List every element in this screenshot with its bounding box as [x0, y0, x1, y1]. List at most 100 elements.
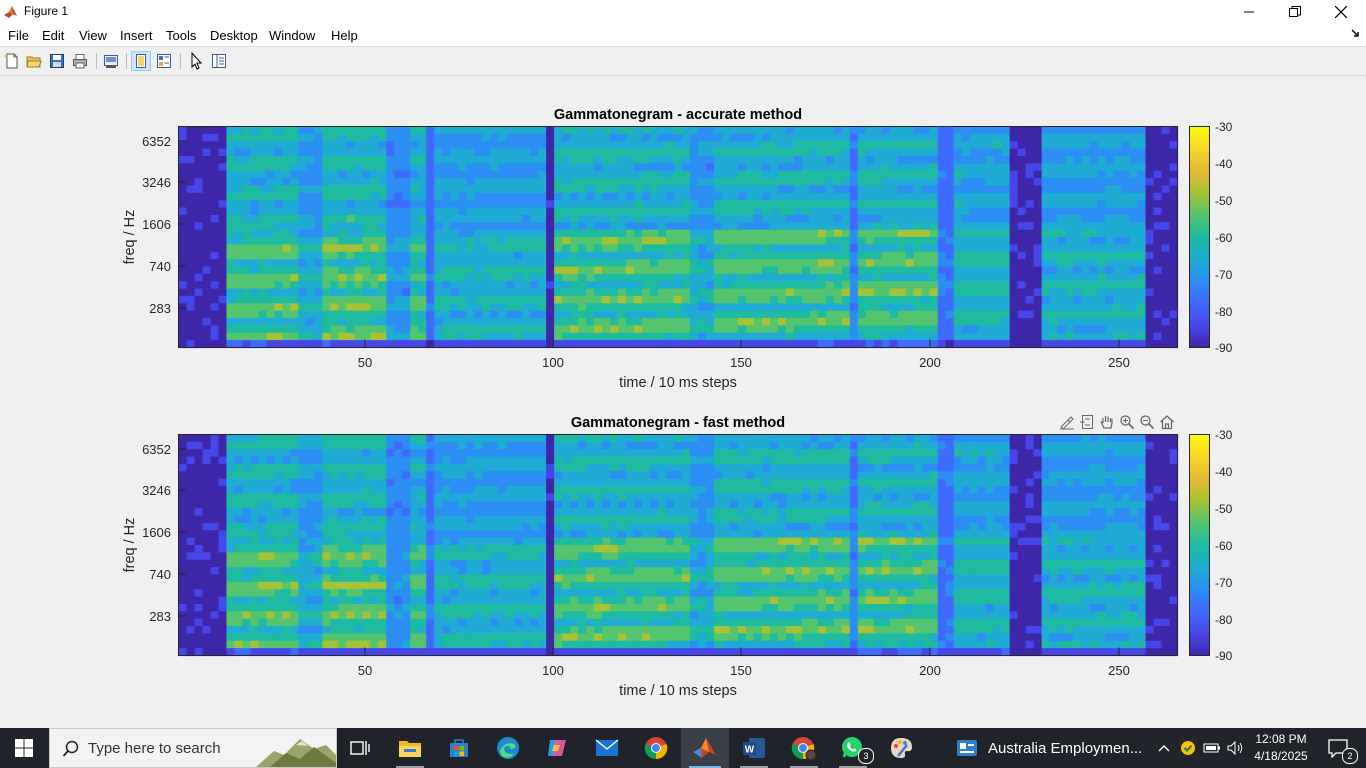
cb1-tick-6: -90	[1215, 341, 1233, 355]
pointer-button[interactable]	[186, 51, 206, 71]
system-clock[interactable]: 12:08 PM 4/18/2025	[1248, 731, 1314, 765]
paint-button[interactable]	[878, 728, 926, 768]
link-plot-button[interactable]	[101, 51, 121, 71]
cb2-tick-2: -50	[1215, 502, 1233, 516]
minimize-icon	[1244, 11, 1254, 13]
task-view-button[interactable]	[336, 728, 384, 768]
brush-button[interactable]	[1058, 413, 1076, 431]
cb1-tick-0: -30	[1215, 120, 1233, 134]
edge-button[interactable]	[484, 728, 532, 768]
figure-canvas: Gammatonegram - accurate method 6352 324…	[0, 76, 1366, 725]
save-figure-button[interactable]	[47, 51, 67, 71]
start-button[interactable]	[0, 728, 48, 768]
cb2-tick-1: -40	[1215, 465, 1233, 479]
open-file-button[interactable]	[24, 51, 44, 71]
action-center-button[interactable]: 2	[1316, 728, 1360, 768]
ytick-3246: 3246	[142, 483, 171, 498]
hide-plot-tools-icon	[136, 54, 146, 68]
microsoft-store-button[interactable]	[435, 728, 483, 768]
zoom-out-icon	[1140, 415, 1155, 430]
matlab-icon	[693, 738, 716, 758]
cb2-tick-6: -90	[1215, 649, 1233, 663]
whatsapp-badge: 3	[858, 748, 874, 764]
spectrogram-fast	[178, 434, 1179, 657]
xtick-50: 50	[358, 355, 372, 370]
new-figure-button[interactable]	[2, 51, 22, 71]
axes-2-ylabel: freq / Hz	[122, 518, 138, 573]
axes-accurate: Gammatonegram - accurate method 6352 324…	[122, 107, 1233, 391]
menu-insert[interactable]: Insert	[120, 28, 153, 43]
property-inspector-button[interactable]	[209, 51, 229, 71]
menu-view[interactable]: View	[79, 28, 107, 43]
window-title: Figure 1	[24, 4, 69, 18]
axes-toolbar	[1058, 413, 1176, 431]
chrome-profile-button[interactable]	[780, 728, 828, 768]
restore-view-button[interactable]	[1158, 413, 1176, 431]
spectrogram-accurate	[178, 126, 1179, 349]
taskbar-search-box[interactable]: Type here to search	[49, 728, 337, 768]
print-figure-button[interactable]	[70, 51, 90, 71]
axes-1-box	[178, 126, 1178, 348]
show-hidden-icons-button[interactable]	[1153, 728, 1175, 768]
search-placeholder: Type here to search	[88, 740, 221, 757]
brush-icon	[1060, 416, 1074, 430]
tray-app-button[interactable]	[1177, 728, 1199, 768]
chrome-button[interactable]	[632, 728, 680, 768]
data-tips-button[interactable]	[1078, 413, 1096, 431]
pan-icon	[1100, 416, 1113, 429]
ytick-740: 740	[149, 567, 171, 582]
new-figure-icon	[4, 53, 18, 69]
minimize-button[interactable]	[1226, 0, 1272, 24]
whatsapp-icon	[842, 737, 862, 758]
pan-button[interactable]	[1098, 413, 1116, 431]
battery-button[interactable]	[1201, 728, 1223, 768]
menu-help[interactable]: Help	[331, 28, 358, 43]
show-plot-tools-button[interactable]	[154, 51, 174, 71]
cb2-tick-4: -70	[1215, 576, 1233, 590]
menu-edit[interactable]: Edit	[42, 28, 65, 43]
axes-1-ylabel: freq / Hz	[122, 210, 138, 265]
word-button[interactable]: W	[730, 728, 778, 768]
cb1-tick-5: -80	[1215, 305, 1233, 319]
hide-plot-tools-button[interactable]	[131, 51, 151, 71]
notification-badge: 2	[1342, 748, 1358, 764]
ytick-740: 740	[149, 259, 171, 274]
close-button[interactable]	[1318, 0, 1364, 24]
menu-window[interactable]: Window	[269, 28, 316, 43]
print-figure-icon	[73, 54, 87, 69]
cb2-tick-5: -80	[1215, 613, 1233, 627]
search-icon	[62, 740, 79, 757]
xtick-250: 250	[1108, 355, 1130, 370]
whatsapp-button[interactable]: 3	[829, 728, 877, 768]
pinned-window-title: Australia Employmen...	[988, 739, 1143, 757]
axes-2-xlabel: time / 10 ms steps	[619, 683, 737, 699]
colorbar-1	[1189, 126, 1210, 348]
file-explorer-button[interactable]	[386, 728, 434, 768]
restore-icon	[1289, 6, 1301, 17]
clock-date: 4/18/2025	[1254, 749, 1308, 763]
restore-button[interactable]	[1272, 0, 1318, 24]
task-view-icon	[350, 741, 370, 755]
volume-button[interactable]	[1225, 728, 1247, 768]
menu-desktop[interactable]: Desktop	[210, 28, 258, 43]
chrome-profile-icon	[791, 737, 817, 760]
menu-bar: File Edit View Insert Tools Desktop Wind…	[0, 24, 1366, 47]
mail-button[interactable]	[583, 728, 631, 768]
save-figure-icon	[50, 54, 64, 68]
zoom-in-button[interactable]	[1118, 413, 1136, 431]
clock-time: 12:08 PM	[1255, 732, 1307, 746]
matlab-taskbar-button[interactable]	[681, 728, 729, 768]
figure-toolbar	[0, 47, 1366, 76]
chevron-up-icon	[1158, 745, 1170, 752]
dock-arrow-icon[interactable]	[1350, 28, 1360, 38]
xtick-150: 150	[730, 663, 752, 678]
xtick-100: 100	[542, 355, 564, 370]
copilot-button[interactable]	[533, 728, 581, 768]
menu-tools[interactable]: Tools	[166, 28, 197, 43]
battery-icon	[1203, 743, 1220, 753]
open-file-icon	[26, 56, 42, 68]
zoom-out-button[interactable]	[1138, 413, 1156, 431]
windows-logo-icon	[15, 739, 33, 757]
pinned-window-button[interactable]: Australia Employmen...	[956, 728, 1146, 768]
menu-file[interactable]: File	[8, 28, 29, 43]
